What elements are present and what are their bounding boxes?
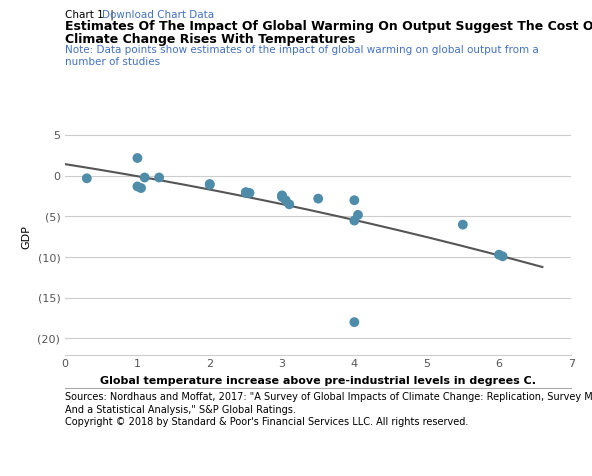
Text: And a Statistical Analysis," S&P Global Ratings.: And a Statistical Analysis," S&P Global …: [65, 405, 296, 415]
Point: [353, 211, 363, 218]
Text: Copyright © 2018 by Standard & Poor's Financial Services LLC. All rights reserve: Copyright © 2018 by Standard & Poor's Fi…: [65, 417, 468, 427]
Point: [277, 191, 287, 199]
Point: [281, 197, 291, 204]
Point: [350, 197, 359, 204]
Point: [205, 180, 214, 188]
Text: Sources: Nordhaus and Moffat, 2017: "A Survey of Global Impacts of Climate Chang: Sources: Nordhaus and Moffat, 2017: "A S…: [65, 392, 592, 402]
Point: [458, 221, 468, 228]
Point: [244, 189, 254, 197]
Point: [350, 217, 359, 224]
Point: [350, 318, 359, 326]
Point: [140, 174, 149, 181]
Text: Download Chart Data: Download Chart Data: [102, 10, 214, 20]
Text: Estimates Of The Impact Of Global Warming On Output Suggest The Cost Of: Estimates Of The Impact Of Global Warmin…: [65, 20, 592, 33]
Point: [285, 200, 294, 208]
Point: [133, 183, 142, 190]
Point: [241, 189, 250, 197]
Point: [498, 252, 507, 260]
Point: [136, 184, 146, 192]
Point: [494, 251, 504, 258]
Point: [205, 181, 214, 188]
Y-axis label: GDP: GDP: [22, 225, 32, 249]
Point: [277, 193, 287, 201]
Point: [277, 192, 287, 200]
X-axis label: Global temperature increase above pre-industrial levels in degrees C.: Global temperature increase above pre-in…: [100, 377, 536, 387]
Point: [133, 154, 142, 162]
Text: Chart 1  |: Chart 1 |: [65, 10, 121, 20]
Point: [82, 175, 92, 182]
Text: Note: Data points show estimates of the impact of global warming on global outpu: Note: Data points show estimates of the …: [65, 45, 539, 67]
Text: Climate Change Rises With Temperatures: Climate Change Rises With Temperatures: [65, 33, 355, 46]
Point: [155, 174, 164, 181]
Point: [241, 188, 250, 196]
Point: [314, 195, 323, 202]
